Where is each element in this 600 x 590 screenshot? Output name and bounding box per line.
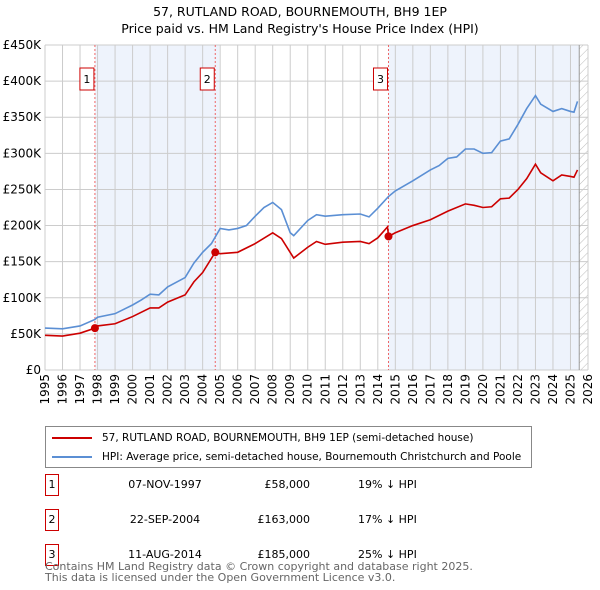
series-line: [44, 94, 579, 330]
footer-line2: This data is licensed under the Open Gov…: [45, 571, 396, 584]
x-tick-label: 2013: [353, 374, 367, 405]
x-tick-label: 2025: [563, 374, 577, 405]
sale-label-number: 3: [377, 73, 384, 86]
x-tick-label: 2026: [581, 374, 595, 405]
legend-item-hpi: HPI: Average price, semi-detached house,…: [52, 449, 521, 465]
x-tick-label: 2002: [161, 374, 175, 405]
y-tick-label: £350K: [3, 110, 43, 124]
footer-line1: Contains HM Land Registry data © Crown c…: [45, 560, 473, 573]
legend-label: HPI: Average price, semi-detached house,…: [102, 451, 522, 463]
x-tick-label: 1995: [38, 374, 52, 405]
x-tick-label: 1999: [108, 374, 122, 405]
sale-label-box: [372, 67, 388, 91]
x-tick-label: 1996: [56, 374, 70, 405]
y-tick-label: £450K: [3, 38, 43, 52]
x-tick-label: 2020: [476, 374, 490, 405]
x-tick-label: 2012: [336, 374, 350, 405]
x-tick-label: 2005: [213, 374, 227, 405]
x-tick-label: 2006: [231, 374, 245, 405]
legend-label: 57, RUTLAND ROAD, BOURNEMOUTH, BH9 1EP (…: [102, 432, 474, 444]
x-tick-label: 2004: [196, 374, 210, 405]
x-tick-label: 2024: [546, 374, 560, 405]
sale-label-number: 1: [83, 73, 90, 86]
chart-title: 57, RUTLAND ROAD, BOURNEMOUTH, BH9 1EP: [153, 4, 447, 19]
x-tick-label: 2016: [406, 374, 420, 405]
y-tick-label: £250K: [3, 182, 43, 196]
sale-label-box: [79, 67, 95, 91]
x-tick-label: 2009: [283, 374, 297, 405]
sale-hpi-diff: 25% ↓ HPI: [358, 548, 417, 561]
sale-price: £163,000: [257, 513, 311, 526]
x-tick-label: 2007: [248, 374, 262, 405]
x-tick-label: 2000: [126, 374, 140, 405]
sale-number-badge: 3: [45, 544, 59, 566]
x-tick-label: 2021: [493, 374, 507, 405]
sale-point: [211, 248, 220, 257]
series-line: [44, 162, 579, 337]
sale-number-badge: 2: [45, 509, 59, 531]
sale-date: 11-AUG-2014: [128, 548, 202, 561]
sale-label-number: 2: [204, 73, 211, 86]
x-tick-label: 2003: [178, 374, 192, 405]
shaded-band: [94, 45, 220, 370]
chart-subtitle: Price paid vs. HM Land Registry's House …: [121, 21, 479, 36]
sale-point: [384, 232, 393, 241]
x-tick-label: 2011: [318, 374, 332, 405]
legend-item-property: 57, RUTLAND ROAD, BOURNEMOUTH, BH9 1EP (…: [52, 430, 473, 446]
sale-point: [90, 324, 99, 333]
x-tick-label: 2018: [441, 374, 455, 405]
x-tick-label: 2022: [511, 374, 525, 405]
y-tick-label: £50K: [10, 327, 42, 341]
x-tick-label: 2023: [528, 374, 542, 405]
sale-price: £58,000: [264, 478, 311, 491]
y-tick-label: £100K: [3, 291, 43, 305]
x-tick-label: 2017: [423, 374, 437, 405]
sale-date: 22-SEP-2004: [129, 513, 201, 526]
y-tick-label: £400K: [3, 74, 43, 88]
sale-price: £185,000: [257, 548, 311, 561]
y-tick-label: £300K: [3, 146, 43, 160]
y-tick-label: £0: [26, 363, 41, 377]
x-tick-label: 2019: [458, 374, 472, 405]
forecast-hatch: [579, 45, 588, 370]
sale-hpi-diff: 17% ↓ HPI: [358, 513, 417, 526]
sale-row: 3 11-AUG-2014 £185,000 25% ↓ HPI: [45, 544, 445, 566]
sale-hpi-diff: 19% ↓ HPI: [358, 478, 417, 491]
y-tick-label: £150K: [3, 255, 43, 269]
sale-row: 2 22-SEP-2004 £163,000 17% ↓ HPI: [45, 509, 445, 531]
x-tick-label: 2001: [143, 374, 157, 405]
blue-line-swatch: [52, 456, 92, 458]
x-tick-label: 2008: [266, 374, 280, 405]
legend: 57, RUTLAND ROAD, BOURNEMOUTH, BH9 1EP (…: [45, 426, 532, 468]
x-tick-label: 1997: [73, 374, 87, 405]
sale-label-box: [199, 67, 215, 91]
sale-date: 07-NOV-1997: [128, 478, 202, 491]
y-tick-label: £200K: [3, 219, 43, 233]
red-line-swatch: [52, 437, 92, 439]
x-tick-label: 2015: [388, 374, 402, 405]
price-chart: 1995 1996 1997 1998 1999 2000 2001 2002 2003 2004…: [3, 38, 595, 405]
x-tick-label: 2010: [301, 374, 315, 405]
sale-number-badge: 1: [45, 474, 59, 496]
x-tick-label: 2014: [371, 374, 385, 405]
x-tick-label: 1998: [91, 374, 105, 405]
sale-row: 1 07-NOV-1997 £58,000 19% ↓ HPI: [45, 474, 445, 496]
